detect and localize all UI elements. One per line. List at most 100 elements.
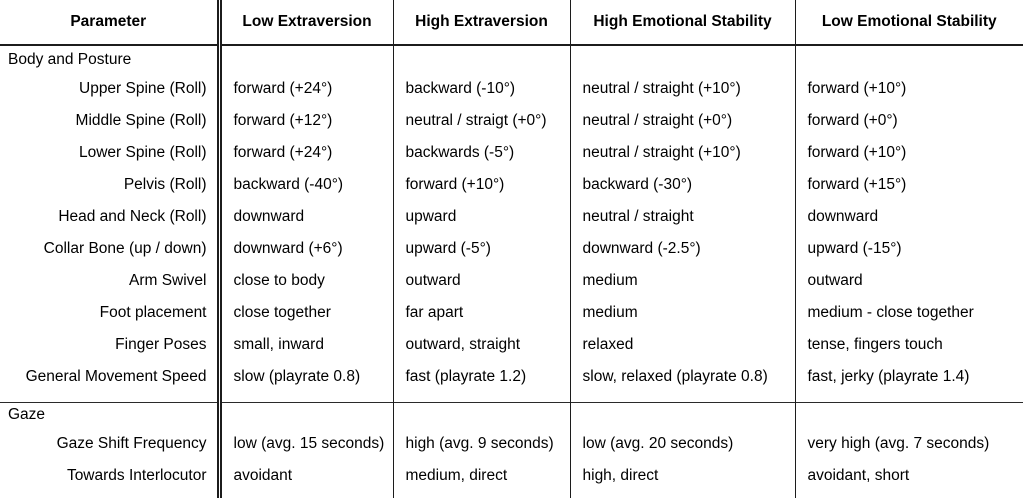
value-cell: downward xyxy=(807,208,879,225)
value-cell: downward (-2.5°) xyxy=(570,233,796,265)
parameter-cell: Foot placement xyxy=(0,297,222,329)
value-cell: neutral / straigt (+0°) xyxy=(393,105,571,137)
value-cell: medium - close together xyxy=(807,304,974,321)
value-cell: slow, relaxed (playrate 0.8) xyxy=(570,361,796,393)
parameter-cell: Head and Neck (Roll) xyxy=(0,201,222,233)
spacer-row xyxy=(0,492,1023,498)
value-cell: medium xyxy=(570,265,796,297)
empty-cell xyxy=(219,401,394,428)
value-cell: tense, fingers touch xyxy=(807,336,943,353)
parameter-cell: Middle Spine (Roll) xyxy=(0,105,222,137)
spacer-cell xyxy=(393,393,571,402)
value-cell: far apart xyxy=(393,297,571,329)
spacer-cell xyxy=(219,492,394,498)
value-cell: low (avg. 15 seconds) xyxy=(219,428,394,460)
value-cell: medium xyxy=(570,297,796,329)
value-cell: neutral / straight xyxy=(570,201,796,233)
table-row: General Movement Speed slow (playrate 0.8… xyxy=(0,361,1023,393)
parameter-cell: Pelvis (Roll) xyxy=(0,169,222,201)
value-cell: neutral / straight (+0°) xyxy=(570,105,796,137)
spacer-cell xyxy=(393,492,571,498)
parameter-cell: Gaze Shift Frequency xyxy=(0,428,222,460)
value-cell: backward (-30°) xyxy=(570,169,796,201)
parameter-cell: Arm Swivel xyxy=(0,265,222,297)
value-cell: forward (+12°) xyxy=(219,105,394,137)
value-cell: forward (+10°) xyxy=(807,80,907,97)
table-row: Gaze Shift Frequency low (avg. 15 seconds… xyxy=(0,428,1023,460)
value-cell: very high (avg. 7 seconds) xyxy=(807,435,990,452)
value-cell: forward (+0°) xyxy=(807,112,898,129)
value-cell: close to body xyxy=(219,265,394,297)
value-cell: relaxed xyxy=(570,329,796,361)
section-title: Body and Posture xyxy=(0,45,222,73)
empty-cell xyxy=(795,45,1023,73)
parameter-cell: Lower Spine (Roll) xyxy=(0,137,222,169)
empty-cell xyxy=(570,401,796,428)
value-cell: slow (playrate 0.8) xyxy=(219,361,394,393)
section-row: Gaze xyxy=(0,401,1023,428)
table-row: Pelvis (Roll) backward (-40°) forward (+10… xyxy=(0,169,1023,201)
column-header-parameter: Parameter xyxy=(0,0,222,46)
value-cell: medium, direct xyxy=(393,460,571,492)
table-row: Lower Spine (Roll) forward (+24°) backward… xyxy=(0,137,1023,169)
value-cell: downward xyxy=(219,201,394,233)
spacer-cell xyxy=(570,393,796,402)
value-cell: upward (-5°) xyxy=(393,233,571,265)
parameter-cell: Upper Spine (Roll) xyxy=(0,73,222,105)
spacer-cell xyxy=(219,393,394,402)
value-cell: upward xyxy=(393,201,571,233)
value-cell: forward (+24°) xyxy=(219,137,394,169)
value-cell: forward (+24°) xyxy=(219,73,394,105)
value-cell: small, inward xyxy=(219,329,394,361)
value-cell: neutral / straight (+10°) xyxy=(570,137,796,169)
table-row: Finger Poses small, inward outward, straig… xyxy=(0,329,1023,361)
parameter-cell: General Movement Speed xyxy=(0,361,222,393)
empty-cell xyxy=(570,45,796,73)
column-header-high-extraversion: High Extraversion xyxy=(393,0,571,46)
table-row: Towards Interlocutor avoidant medium, dire… xyxy=(0,460,1023,492)
table-row: Middle Spine (Roll) forward (+12°) neutral… xyxy=(0,105,1023,137)
value-cell: outward, straight xyxy=(393,329,571,361)
value-cell: forward (+15°) xyxy=(807,176,907,193)
section-row: Body and Posture xyxy=(0,45,1023,73)
empty-cell xyxy=(393,401,571,428)
table-row: Arm Swivel close to body outward medium outw… xyxy=(0,265,1023,297)
spacer-cell xyxy=(795,393,1023,402)
parameter-cell: Collar Bone (up / down) xyxy=(0,233,222,265)
value-cell: high, direct xyxy=(570,460,796,492)
value-cell: upward (-15°) xyxy=(807,240,902,257)
value-cell: avoidant xyxy=(219,460,394,492)
value-cell: downward (+6°) xyxy=(219,233,394,265)
value-cell: outward xyxy=(393,265,571,297)
value-cell: low (avg. 20 seconds) xyxy=(570,428,796,460)
table-row: Upper Spine (Roll) forward (+24°) backward… xyxy=(0,73,1023,105)
value-cell: close together xyxy=(219,297,394,329)
column-header-low-extraversion: Low Extraversion xyxy=(219,0,394,46)
column-header-low-emotional-stability: Low Emotional Stability xyxy=(795,0,1023,46)
value-cell: backward (-40°) xyxy=(219,169,394,201)
spacer-row xyxy=(0,393,1023,402)
spacer-cell xyxy=(570,492,796,498)
column-header-high-emotional-stability: High Emotional Stability xyxy=(570,0,796,46)
value-cell: backwards (-5°) xyxy=(393,137,571,169)
value-cell: high (avg. 9 seconds) xyxy=(393,428,571,460)
spacer-cell xyxy=(795,492,1023,498)
table-row: Head and Neck (Roll) downward upward neutra… xyxy=(0,201,1023,233)
spacer-cell xyxy=(0,492,222,498)
table-row: Collar Bone (up / down) downward (+6°) upw… xyxy=(0,233,1023,265)
spacer-cell xyxy=(0,393,222,402)
value-cell: fast, jerky (playrate 1.4) xyxy=(807,368,970,385)
empty-cell xyxy=(219,45,394,73)
value-cell: backward (-10°) xyxy=(393,73,571,105)
value-cell: fast (playrate 1.2) xyxy=(393,361,571,393)
value-cell: avoidant, short xyxy=(807,467,910,484)
table-row: Foot placement close together far apart med… xyxy=(0,297,1023,329)
parameter-cell: Towards Interlocutor xyxy=(0,460,222,492)
value-cell: forward (+10°) xyxy=(393,169,571,201)
value-cell: forward (+10°) xyxy=(807,144,907,161)
empty-cell xyxy=(795,401,1023,428)
value-cell: neutral / straight (+10°) xyxy=(570,73,796,105)
parameter-cell: Finger Poses xyxy=(0,329,222,361)
